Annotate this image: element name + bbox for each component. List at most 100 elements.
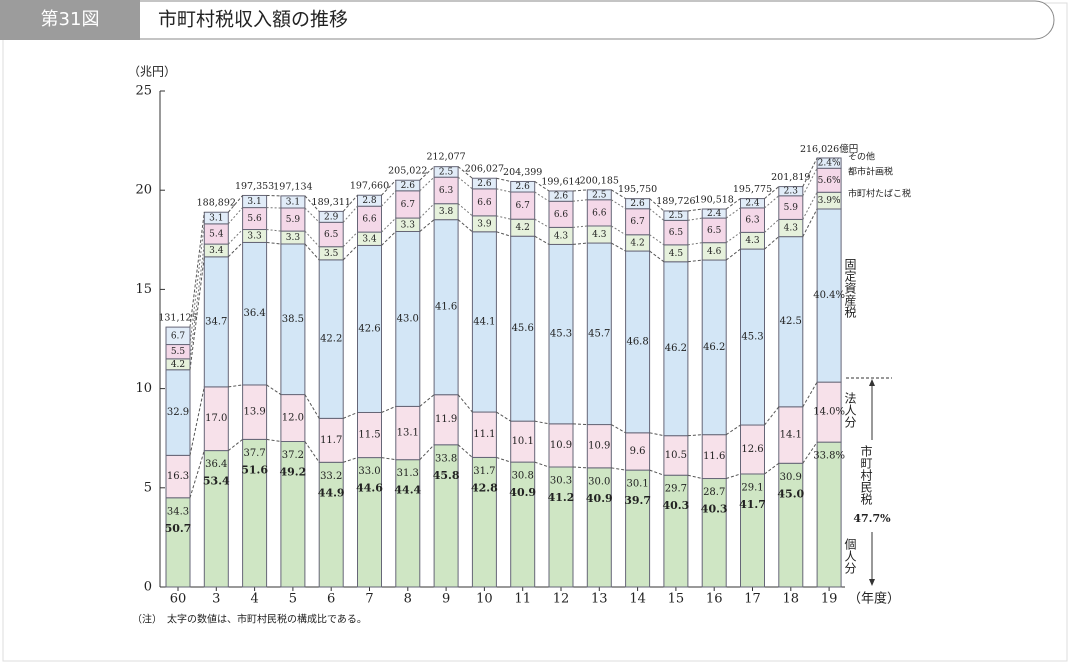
connector — [764, 195, 780, 209]
bar-segment — [318, 210, 344, 223]
segment-label: 2.3 — [784, 187, 799, 197]
bar-segment — [242, 438, 268, 588]
bar-segment — [471, 456, 497, 588]
segment-label: 11.7 — [320, 435, 342, 446]
segment-label: 2.5 — [669, 211, 684, 221]
x-tick-label: 7 — [365, 592, 373, 607]
bar-segment — [816, 441, 842, 588]
resident-tax-label: 41.2 — [548, 491, 575, 504]
segment-label: 40.4% — [813, 290, 845, 301]
segment-label: 36.4 — [243, 308, 265, 319]
bar-segment — [778, 186, 804, 197]
connector — [534, 191, 550, 202]
segment-label: 33.8% — [813, 451, 845, 462]
connector — [419, 176, 435, 192]
bar-segment — [471, 231, 497, 413]
bar-segment — [548, 200, 574, 228]
segment-label: 4.3 — [592, 230, 607, 240]
figure-label: 第31図 — [41, 9, 100, 30]
segment-label: 46.2 — [665, 343, 687, 354]
bar-segment — [357, 457, 382, 588]
connector — [189, 450, 205, 498]
bar-segment — [548, 466, 574, 588]
connector — [457, 444, 473, 458]
bar-segment — [586, 467, 612, 588]
x-tick-label: 11 — [514, 592, 531, 607]
connector — [304, 195, 320, 212]
bar-segment — [357, 194, 382, 207]
bar-segment — [433, 176, 459, 205]
bar-segment — [816, 157, 842, 169]
segment-label: 6.7 — [630, 217, 645, 227]
segment-label: 3.5 — [324, 249, 339, 259]
connector — [304, 243, 320, 261]
segment-label: 14.1 — [780, 430, 802, 441]
segment-label: 36.4 — [205, 459, 227, 470]
bar-segment — [510, 461, 536, 588]
segment-label: 41.6 — [435, 302, 457, 313]
bar-segment — [701, 259, 727, 436]
segment-label: 33.2 — [320, 471, 342, 482]
segment-label: 13.1 — [397, 428, 419, 439]
connector — [802, 157, 818, 187]
connector — [649, 432, 664, 437]
connector — [266, 438, 281, 443]
segment-label: 45.7 — [588, 328, 610, 339]
connector — [381, 405, 396, 413]
bar-segment — [663, 210, 689, 221]
series-label: 市町村たばこ税 — [848, 188, 911, 200]
bar-segment — [280, 441, 306, 588]
bar-segment — [548, 190, 574, 202]
connector — [457, 394, 473, 413]
resident-tax-label: 45.8 — [433, 469, 460, 482]
segment-label: 6.7 — [171, 331, 186, 341]
resident-tax-label: 53.4 — [203, 475, 230, 488]
total-label: 200,185 — [580, 175, 619, 186]
bar-segment — [510, 235, 536, 422]
bar-segment — [740, 473, 765, 588]
connector — [649, 234, 665, 246]
resident-tax-label: 47.7% — [853, 512, 891, 525]
segment-label: 11.1 — [473, 429, 495, 440]
connector — [611, 199, 626, 210]
segment-label: 46.2 — [703, 342, 725, 353]
connector — [266, 241, 281, 245]
total-label: 188,892 — [197, 198, 236, 209]
bar-segment — [625, 432, 651, 471]
segment-label: 11.9 — [435, 414, 457, 425]
segment-label: 2.5 — [439, 167, 454, 177]
bar-segment — [740, 198, 765, 209]
connector — [611, 189, 626, 200]
total-label: 206,027 — [465, 164, 504, 175]
bar-segment — [701, 208, 727, 219]
total-label: 189,726 — [656, 196, 695, 207]
segment-label: 4.3 — [745, 236, 760, 246]
bar-segment — [586, 189, 612, 201]
segment-label: 6.5 — [707, 226, 722, 236]
connector — [572, 242, 588, 245]
connector — [419, 203, 435, 219]
connector — [457, 219, 473, 233]
series-label: 法人分 — [843, 392, 857, 429]
segment-label: 6.6 — [592, 208, 607, 218]
bar-segment — [740, 207, 765, 233]
bar-segment — [663, 435, 689, 476]
segment-label: 10.9 — [588, 441, 610, 452]
segment-label: 6.5 — [669, 228, 684, 238]
segment-label: 42.2 — [320, 334, 342, 345]
segment-label: 9.6 — [630, 446, 646, 457]
connector — [611, 225, 626, 236]
connector — [496, 188, 511, 193]
segment-label: 2.6 — [401, 181, 416, 191]
resident-tax-label: 39.7 — [624, 494, 651, 507]
segment-label: 34.3 — [167, 506, 189, 517]
x-tick-label: 6 — [327, 592, 335, 607]
total-label: 131,125 — [158, 312, 197, 323]
connector — [802, 208, 818, 237]
segment-label: 6.5 — [324, 230, 339, 240]
connector — [381, 179, 397, 196]
bar-segment — [816, 167, 842, 193]
connector — [227, 229, 243, 245]
resident-tax-label: 42.8 — [471, 481, 498, 494]
